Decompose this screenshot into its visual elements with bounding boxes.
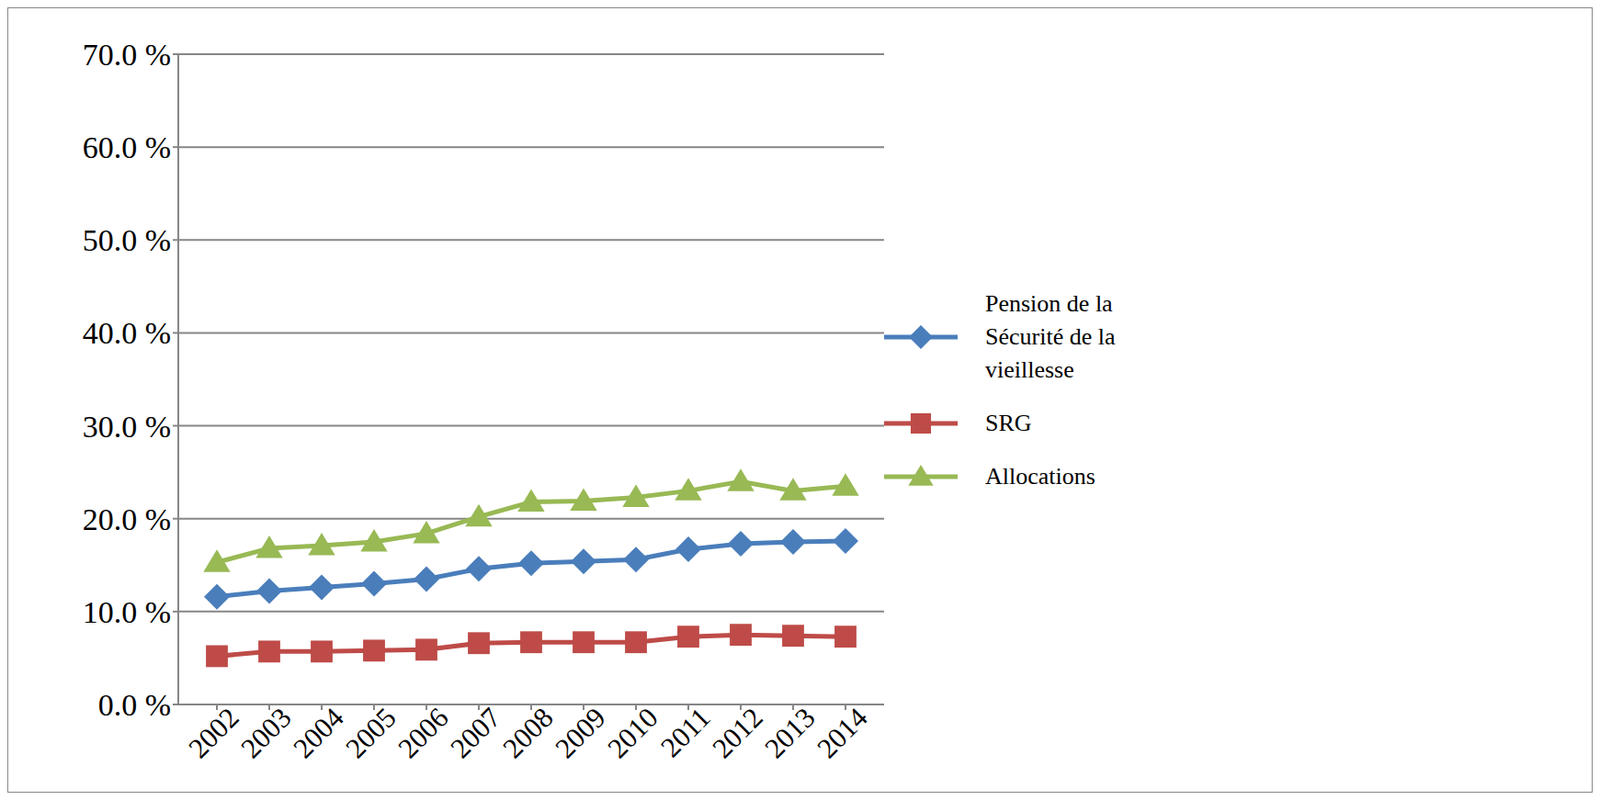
svg-text:2008: 2008 [496,701,560,765]
svg-text:2006: 2006 [391,701,455,765]
svg-text:2007: 2007 [443,701,508,765]
svg-text:40.0 %: 40.0 % [82,316,171,351]
svg-text:0.0 %: 0.0 % [98,688,171,723]
svg-text:50.0 %: 50.0 % [82,223,171,258]
svg-text:2014: 2014 [810,701,874,765]
svg-text:2010: 2010 [601,701,665,765]
svg-text:70.0 %: 70.0 % [82,37,171,72]
svg-text:20.0 %: 20.0 % [82,502,171,537]
svg-text:2013: 2013 [758,701,822,765]
svg-text:10.0 %: 10.0 % [82,595,171,630]
html-text:Pension de la Sécurité de la v: Pension de la Sécurité de la vieillesse [985,289,1116,383]
svg-text:2004: 2004 [286,701,351,765]
html-text:SRG: SRG [985,409,1032,437]
html-text:Allocations: Allocations [985,462,1096,490]
svg-text:2003: 2003 [234,701,298,765]
svg-text:2011: 2011 [654,701,717,764]
svg-text:2009: 2009 [548,701,613,765]
svg-text:30.0 %: 30.0 % [82,409,171,444]
svg-text:2002: 2002 [181,701,246,765]
svg-text:2012: 2012 [705,701,770,765]
svg-text:60.0 %: 60.0 % [82,130,171,165]
svg-text:2005: 2005 [339,701,403,765]
